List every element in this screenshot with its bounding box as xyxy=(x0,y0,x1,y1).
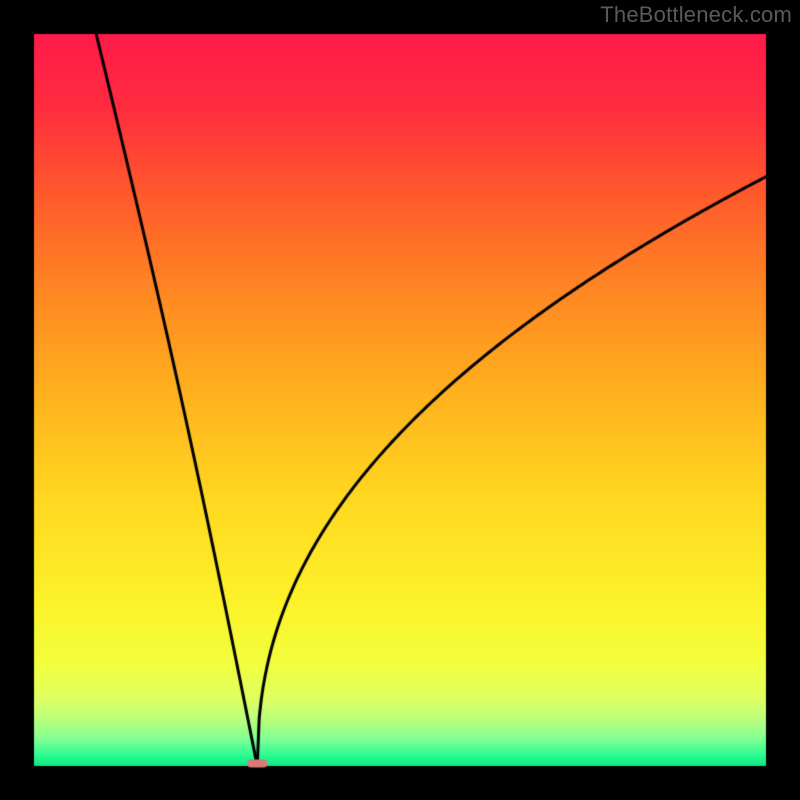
bottleneck-curve xyxy=(0,0,800,800)
chart-container: TheBottleneck.com xyxy=(0,0,800,800)
watermark-text: TheBottleneck.com xyxy=(600,2,792,28)
